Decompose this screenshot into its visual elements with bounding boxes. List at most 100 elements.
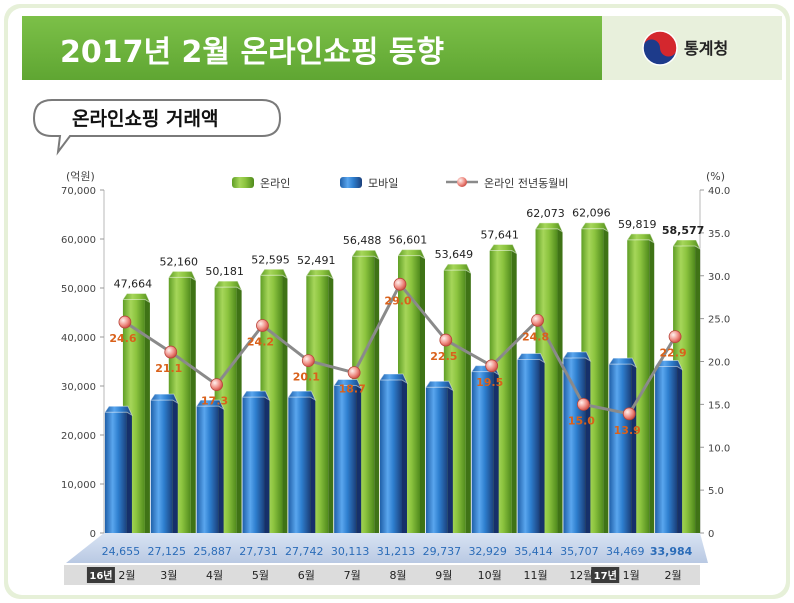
mobile-bar xyxy=(608,357,638,533)
online-bar-cap xyxy=(626,233,656,245)
mobile-bar-body xyxy=(334,385,357,533)
online-bar-cap xyxy=(672,239,702,251)
government-logo-icon xyxy=(642,30,678,66)
mobile-bar-cap xyxy=(333,378,363,390)
online-value-label: 47,664 xyxy=(114,277,153,290)
x-tick-label: 10월 xyxy=(478,569,502,582)
mobile-value-label: 35,707 xyxy=(560,545,599,558)
legend-ratio-marker xyxy=(457,177,467,187)
ratio-point xyxy=(531,313,544,327)
x-tick-label: 5월 xyxy=(252,569,269,582)
mobile-bar-side xyxy=(310,397,316,533)
year-badge xyxy=(591,567,620,583)
bar-series xyxy=(103,222,702,534)
x-tick-label: 2월 xyxy=(665,569,682,582)
online-value-label: 52,595 xyxy=(251,253,290,266)
ratio-point xyxy=(256,319,269,332)
x-tick-label: 4월 xyxy=(206,569,223,582)
online-bar-side xyxy=(282,275,288,533)
x-tick-label: 1월 xyxy=(623,569,640,582)
online-bar-cap xyxy=(442,263,472,275)
online-bar-side xyxy=(511,250,517,534)
right-tick-label: 15.0 xyxy=(708,400,730,411)
online-bar-side xyxy=(695,245,701,533)
mobile-bar-body xyxy=(563,358,586,533)
mobile-bar-body xyxy=(380,380,402,533)
right-tick-label: 30.0 xyxy=(708,272,730,283)
online-value-label: 58,577 xyxy=(662,224,704,237)
mobile-bar-side xyxy=(585,358,591,533)
mobile-value-label: 30,113 xyxy=(331,545,370,558)
ratio-value-label: 24.2 xyxy=(247,335,274,348)
mobile-bar xyxy=(516,352,546,533)
mobile-bar-body xyxy=(517,359,540,533)
base-band xyxy=(66,533,708,563)
mobile-bar xyxy=(424,380,454,533)
mobile-bar xyxy=(562,351,592,533)
online-bar-side xyxy=(465,270,471,533)
mobile-value-label: 27,731 xyxy=(239,545,278,558)
online-bar-cap xyxy=(167,270,197,282)
left-axis-ticks: 0 10,000 20,000 30,000 40,000 50,000 60,000 70,… xyxy=(61,186,96,540)
section-label: 온라인쇼핑 거래액 xyxy=(32,99,282,156)
ratio-point xyxy=(439,333,453,347)
legend-online: 온라인 xyxy=(232,177,290,190)
mobile-bar xyxy=(195,399,225,533)
ratio-value-label: 13.9 xyxy=(614,424,641,437)
x-tick-label: 3월 xyxy=(160,569,177,582)
left-tick-label: 20,000 xyxy=(61,431,96,442)
right-tick-label: 40.0 xyxy=(708,186,730,197)
ratio-value-label: 19.5 xyxy=(476,376,503,389)
mobile-value-label: 25,887 xyxy=(193,545,232,558)
mobile-bar-side xyxy=(218,406,224,533)
ratio-value-label: 17.3 xyxy=(201,395,228,408)
ratio-value-label: 22.5 xyxy=(430,350,457,363)
mobile-bar-cap xyxy=(379,373,409,385)
legend-ratio-label: 온라인 전년동월비 xyxy=(484,177,568,190)
mobile-bar-side xyxy=(677,366,683,533)
mobile-bar-side xyxy=(493,371,499,533)
online-value-label: 56,601 xyxy=(389,234,428,247)
mobile-bar-body xyxy=(609,364,632,533)
right-tick-label: 25.0 xyxy=(708,315,730,326)
ratio-value-label: 15.0 xyxy=(568,414,595,427)
online-bar-side xyxy=(420,255,425,534)
mobile-bar-body xyxy=(425,387,448,533)
floor-band xyxy=(66,533,708,563)
online-bar-cap xyxy=(121,292,152,304)
mobile-bar xyxy=(379,373,409,533)
x-tick-label: 2월 xyxy=(118,569,135,582)
mobile-bar-body xyxy=(288,397,311,533)
mobile-bar xyxy=(654,359,684,533)
right-tick-label: 20.0 xyxy=(708,358,730,369)
x-axis-strip xyxy=(64,565,700,585)
right-tick-label: 35.0 xyxy=(708,229,730,240)
mobile-bar-body xyxy=(104,412,127,533)
ratio-point xyxy=(210,378,224,392)
mobile-bar-side xyxy=(356,385,362,533)
ratio-point xyxy=(164,345,178,359)
header-logo-band xyxy=(602,16,782,80)
mobile-value-label: 24,655 xyxy=(102,545,141,558)
left-tick-label: 60,000 xyxy=(61,235,96,246)
mobile-bar-cap xyxy=(562,351,592,363)
mobile-value-label: 27,742 xyxy=(285,545,324,558)
online-value-label: 56,488 xyxy=(343,234,382,247)
ratio-line-series xyxy=(118,277,682,421)
ratio-point xyxy=(393,277,407,291)
mobile-bar-cap xyxy=(287,390,317,402)
mobile-bar xyxy=(241,390,271,533)
mobile-bar-cap xyxy=(608,357,638,369)
online-value-label: 59,819 xyxy=(618,218,657,231)
ratio-value-label: 18.7 xyxy=(339,383,366,396)
x-tick-label: 6월 xyxy=(298,569,315,582)
online-value-label: 53,649 xyxy=(435,248,474,261)
mobile-bar-cap xyxy=(241,390,271,402)
left-tick-label: 10,000 xyxy=(61,480,96,491)
ratio-point xyxy=(668,330,682,344)
mobile-bar-cap xyxy=(195,399,225,411)
right-axis-ticks: 0 5.0 10.0 15.0 20.0 25.0 30.0 35.0 40.0 xyxy=(708,186,730,540)
online-value-label: 50,181 xyxy=(205,265,244,278)
ratio-point xyxy=(301,354,315,368)
mobile-bar-cap xyxy=(424,380,454,392)
